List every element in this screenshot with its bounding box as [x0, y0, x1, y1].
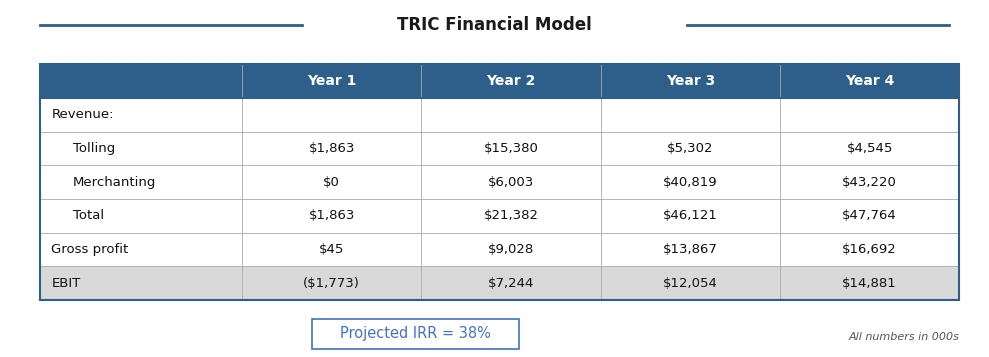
- Bar: [40, 64, 959, 98]
- Text: $16,692: $16,692: [843, 243, 897, 256]
- Text: $13,867: $13,867: [663, 243, 718, 256]
- Text: $5,302: $5,302: [667, 142, 713, 155]
- Text: Tolling: Tolling: [73, 142, 116, 155]
- Text: $14,881: $14,881: [843, 277, 897, 290]
- Text: All numbers in 000s: All numbers in 000s: [849, 332, 959, 342]
- Text: $12,054: $12,054: [663, 277, 718, 290]
- Text: $4,545: $4,545: [847, 142, 893, 155]
- Text: Year 1: Year 1: [307, 74, 356, 88]
- Text: TRIC Financial Model: TRIC Financial Model: [398, 16, 591, 34]
- Bar: [40, 266, 959, 300]
- Text: $7,244: $7,244: [488, 277, 534, 290]
- Text: EBIT: EBIT: [51, 277, 81, 290]
- Text: $40,819: $40,819: [663, 176, 718, 188]
- Text: $0: $0: [323, 176, 340, 188]
- Text: $6,003: $6,003: [488, 176, 534, 188]
- Text: ($1,773): ($1,773): [304, 277, 360, 290]
- Text: Year 2: Year 2: [487, 74, 536, 88]
- Text: Total: Total: [73, 209, 104, 222]
- Text: Merchanting: Merchanting: [73, 176, 156, 188]
- Bar: [40, 64, 959, 300]
- Bar: [312, 318, 519, 349]
- Text: Gross profit: Gross profit: [51, 243, 129, 256]
- Text: Year 3: Year 3: [666, 74, 715, 88]
- Text: $46,121: $46,121: [663, 209, 718, 222]
- Text: $47,764: $47,764: [843, 209, 897, 222]
- Text: Year 4: Year 4: [845, 74, 894, 88]
- Text: $21,382: $21,382: [484, 209, 538, 222]
- Text: $9,028: $9,028: [488, 243, 534, 256]
- Text: $43,220: $43,220: [843, 176, 897, 188]
- Text: Projected IRR = 38%: Projected IRR = 38%: [340, 326, 491, 341]
- Text: $1,863: $1,863: [309, 209, 355, 222]
- Text: $15,380: $15,380: [484, 142, 538, 155]
- Text: $45: $45: [318, 243, 344, 256]
- Text: Revenue:: Revenue:: [51, 108, 114, 121]
- Text: $1,863: $1,863: [309, 142, 355, 155]
- Bar: [40, 64, 959, 300]
